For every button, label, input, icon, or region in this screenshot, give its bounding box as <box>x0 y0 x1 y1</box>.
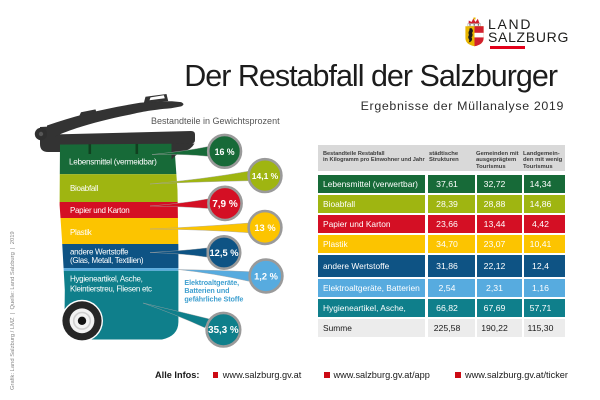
svg-text:andere Wertstoffe: andere Wertstoffe <box>70 248 129 257</box>
svg-text:35,3 %: 35,3 % <box>208 325 239 336</box>
svg-text:Plastik: Plastik <box>70 228 93 237</box>
svg-text:12,5 %: 12,5 % <box>210 248 240 258</box>
svg-text:14,1 %: 14,1 % <box>252 171 279 181</box>
svg-text:Kleintierstreu, Fliesen etc: Kleintierstreu, Fliesen etc <box>70 284 152 293</box>
svg-text:7,9 %: 7,9 % <box>212 199 238 210</box>
svg-text:Elektroaltgeräte,: Elektroaltgeräte, <box>184 278 239 287</box>
svg-text:1,2 %: 1,2 % <box>254 271 279 281</box>
svg-text:16 %: 16 % <box>215 147 235 157</box>
svg-text:Papier und Karton: Papier und Karton <box>70 206 129 215</box>
svg-text:Hygieneartikel, Asche,: Hygieneartikel, Asche, <box>70 275 143 284</box>
svg-text:Lebensmittel (vermeidbar): Lebensmittel (vermeidbar) <box>69 158 157 167</box>
svg-text:13 %: 13 % <box>254 223 276 233</box>
svg-text:Batterien und: Batterien und <box>184 286 229 295</box>
svg-text:gefährliche Stoffe: gefährliche Stoffe <box>184 295 243 304</box>
svg-text:Bioabfall: Bioabfall <box>70 184 99 193</box>
svg-text:(Glas, Metall, Textilien): (Glas, Metall, Textilien) <box>70 256 144 265</box>
